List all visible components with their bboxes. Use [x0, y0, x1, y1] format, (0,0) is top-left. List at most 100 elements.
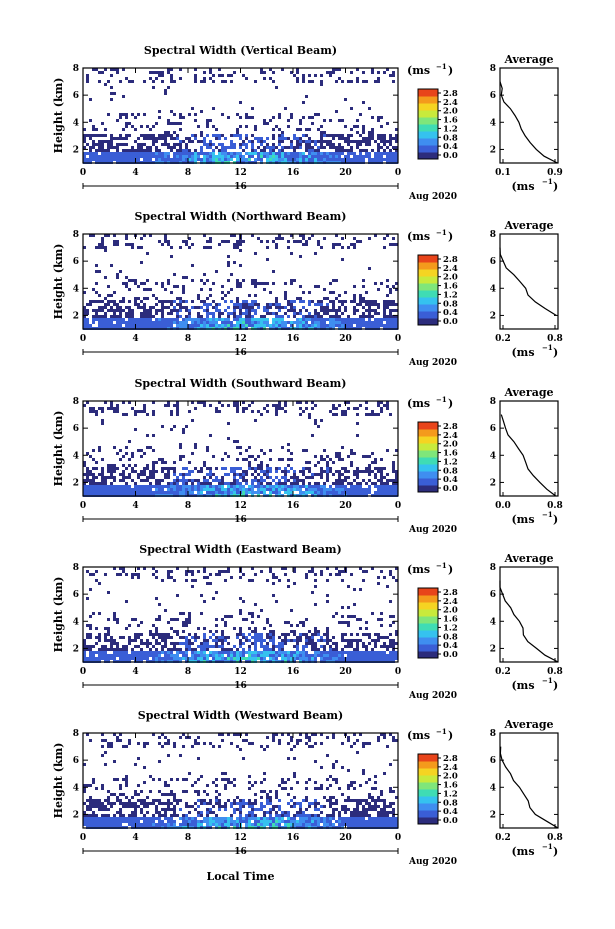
heatmap-cell — [209, 651, 212, 654]
heatmap-cell — [236, 282, 239, 285]
heatmap-cell — [158, 149, 161, 152]
heatmap-cell — [344, 125, 347, 128]
heatmap-cell — [356, 80, 359, 83]
heatmap-cell — [224, 294, 227, 297]
heatmap-cell — [215, 630, 218, 633]
heatmap-cell — [113, 639, 116, 642]
heatmap-cell — [350, 639, 353, 642]
heatmap-cell — [122, 155, 125, 158]
heatmap-cell — [245, 312, 248, 315]
heatmap-cell — [269, 458, 272, 461]
heatmap-cell — [290, 143, 293, 146]
heatmap-cell — [116, 811, 119, 814]
heatmap-cell — [314, 633, 317, 636]
heatmap-cell — [215, 639, 218, 642]
heatmap-cell — [317, 473, 320, 476]
heatmap-cell — [365, 657, 368, 660]
heatmap-cell — [290, 279, 293, 282]
heatmap-cell — [380, 612, 383, 615]
heatmap-cell — [359, 654, 362, 657]
heatmap-cell — [374, 312, 377, 315]
heatmap-cell — [305, 140, 308, 143]
heatmap-cell — [239, 125, 242, 128]
heatmap-cell — [218, 243, 221, 246]
colorbar-unit: (ms — [407, 230, 430, 243]
colorbar-segment — [418, 630, 438, 638]
heatmap-cell — [266, 642, 269, 645]
heatmap-cell — [167, 473, 170, 476]
heatmap-cell — [188, 772, 191, 775]
heatmap-cell — [296, 68, 299, 71]
heatmap-cell — [305, 654, 308, 657]
heatmap-cell — [125, 155, 128, 158]
heatmap-cell — [92, 321, 95, 324]
heatmap-cell — [332, 404, 335, 407]
heatmap-cell — [164, 808, 167, 811]
heatmap-cell — [284, 306, 287, 309]
heatmap-cell — [194, 321, 197, 324]
heatmap-cell — [266, 152, 269, 155]
heatmap-cell — [134, 428, 137, 431]
heatmap-cell — [86, 152, 89, 155]
heatmap-cell — [200, 802, 203, 805]
heatmap-cell — [128, 312, 131, 315]
heatmap-cell — [224, 482, 227, 485]
heatmap-cell — [86, 624, 89, 627]
heatmap-cell — [272, 636, 275, 639]
heatmap-cell — [215, 823, 218, 826]
heatmap-cell — [101, 814, 104, 817]
heatmap-cell — [230, 651, 233, 654]
heatmap-cell — [245, 303, 248, 306]
heatmap-cell — [188, 805, 191, 808]
heatmap-cell — [101, 651, 104, 654]
heatmap-cell — [239, 805, 242, 808]
heatmap-cell — [128, 739, 131, 742]
heatmap-cell — [236, 407, 239, 410]
heatmap-cell — [362, 654, 365, 657]
heatmap-cell — [221, 630, 224, 633]
heatmap-cells — [83, 234, 398, 330]
heatmap-cell — [299, 119, 302, 122]
heatmap-cell — [125, 651, 128, 654]
heatmap-cell — [95, 461, 98, 464]
heatmap-cell — [362, 158, 365, 161]
heatmap-cell — [335, 654, 338, 657]
heatmap-cell — [137, 137, 140, 140]
heatmap-cell — [296, 312, 299, 315]
heatmap-cell — [392, 137, 395, 140]
heatmap-cell — [335, 648, 338, 651]
heatmap-cell — [395, 579, 398, 582]
heatmap-cell — [200, 467, 203, 470]
heatmap-cell — [392, 158, 395, 161]
heatmap-cell — [212, 74, 215, 77]
average-unit-exponent: −1 — [542, 676, 553, 685]
heatmap-cell — [329, 488, 332, 491]
heatmap-cell — [158, 636, 161, 639]
heatmap-cell — [185, 654, 188, 657]
heatmap-cell — [353, 318, 356, 321]
y-axis-label: Height (km) — [52, 244, 65, 320]
heatmap-cell — [254, 419, 257, 422]
heatmap-cell — [182, 149, 185, 152]
heatmap-cell — [233, 134, 236, 137]
heatmap-cell — [377, 401, 380, 404]
heatmap-cell — [356, 485, 359, 488]
heatmap-cell — [191, 243, 194, 246]
heatmap-cell — [107, 407, 110, 410]
colorbar-unit-exponent: −1 — [436, 561, 447, 570]
heatmap-cell — [167, 134, 170, 137]
heatmap-cell — [365, 152, 368, 155]
heatmap-cell — [86, 470, 89, 473]
heatmap-cell — [149, 155, 152, 158]
heatmap-cell — [344, 476, 347, 479]
heatmap-cell — [158, 760, 161, 763]
heatmap-cell — [89, 615, 92, 618]
heatmap-cell — [137, 805, 140, 808]
heatmap-cell — [161, 645, 164, 648]
heatmap-cell — [86, 318, 89, 321]
heatmap-cell — [113, 615, 116, 618]
heatmap-cell — [341, 488, 344, 491]
heatmap-cell — [386, 155, 389, 158]
heatmap-cell — [332, 654, 335, 657]
heatmap-cell — [365, 467, 368, 470]
